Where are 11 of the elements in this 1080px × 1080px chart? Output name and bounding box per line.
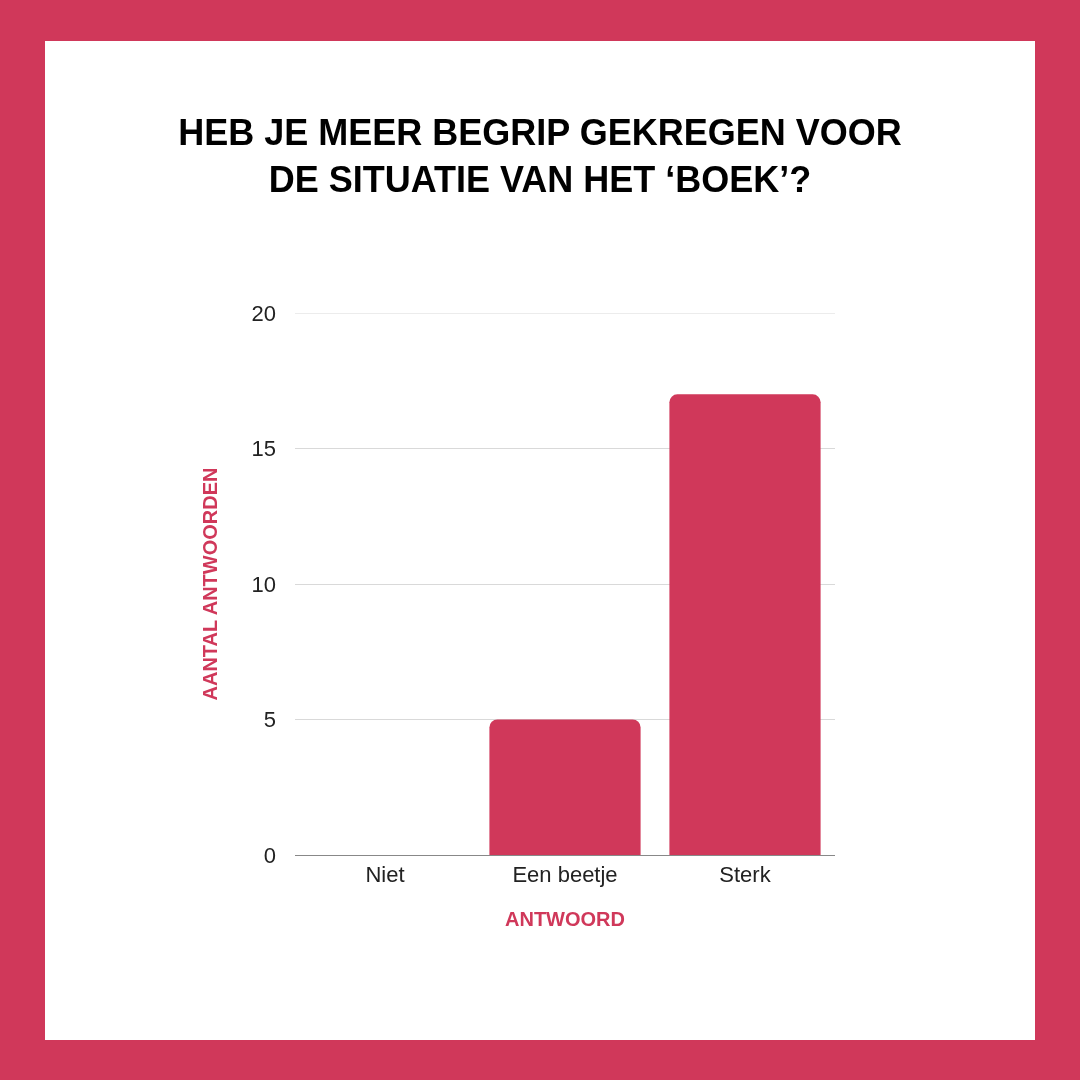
y-tick-label: 15 (251, 436, 276, 462)
y-tick-label: 5 (263, 707, 276, 733)
x-tick-label: Niet (365, 862, 405, 888)
y-tick-label: 20 (251, 300, 276, 326)
chart-title: HEB JE MEER BEGRIP GEKREGEN VOOR DE SITUATIE VAN HET ‘BOEK’? (178, 112, 902, 200)
y-axis-title: AANTAL ANTWOORDEN (199, 467, 222, 701)
x-tick-label: Sterk (719, 862, 772, 888)
y-tick-label: 10 (251, 571, 276, 597)
x-tick-label: Een beetje (512, 862, 618, 888)
y-tick-label: 0 (263, 842, 276, 868)
x-axis-title: ANTWOORD (505, 907, 625, 930)
